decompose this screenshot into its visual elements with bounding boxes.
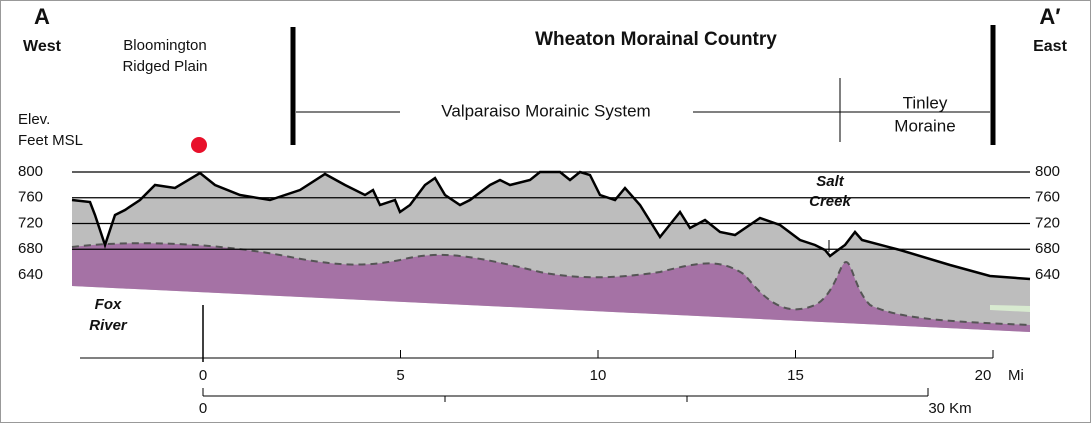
km-label: 30 Km <box>928 400 971 417</box>
diagram: A West A′ East Wheaton Morainal Country … <box>0 0 1091 423</box>
region-label: Tinley <box>903 93 948 112</box>
feature-label: Creek <box>809 193 851 210</box>
region-label: Ridged Plain <box>122 58 207 75</box>
section-end: A′ <box>1039 4 1060 29</box>
mile-label: 0 <box>199 367 207 384</box>
region-label: Valparaiso Morainic System <box>441 101 650 120</box>
region-label: Moraine <box>894 116 955 135</box>
feature-label: Salt <box>816 173 845 190</box>
elev-label: 680 <box>18 240 43 257</box>
direction: East <box>1033 38 1067 55</box>
elev-label: 640 <box>18 266 43 283</box>
elev-label: 760 <box>1035 189 1060 206</box>
mile-label: 15 <box>787 367 804 384</box>
feature-label: Fox <box>95 296 122 313</box>
axis-title: Feet MSL <box>18 132 83 149</box>
elev-label: 720 <box>1035 214 1060 231</box>
km-label: 0 <box>199 400 207 417</box>
page: {"header":{"left_letter":"A","left_dir":… <box>0 0 1091 423</box>
elev-label: 680 <box>1035 240 1060 257</box>
feature-label: River <box>89 317 128 334</box>
mile-label: 10 <box>590 367 607 384</box>
elev-label: 800 <box>18 163 43 180</box>
title: Wheaton Morainal Country <box>535 29 777 50</box>
location-dot <box>191 137 207 153</box>
elev-label: 720 <box>18 214 43 231</box>
elev-label: 760 <box>18 189 43 206</box>
elev-label: 640 <box>1035 266 1060 283</box>
mile-label: 5 <box>396 367 404 384</box>
unit-label: Mi <box>1008 367 1024 384</box>
direction: West <box>23 38 62 55</box>
mile-label: 20 <box>975 367 992 384</box>
axis-title: Elev. <box>18 111 50 128</box>
elev-label: 800 <box>1035 163 1060 180</box>
region-label: Bloomington <box>123 37 206 54</box>
section-end: A <box>34 4 50 29</box>
